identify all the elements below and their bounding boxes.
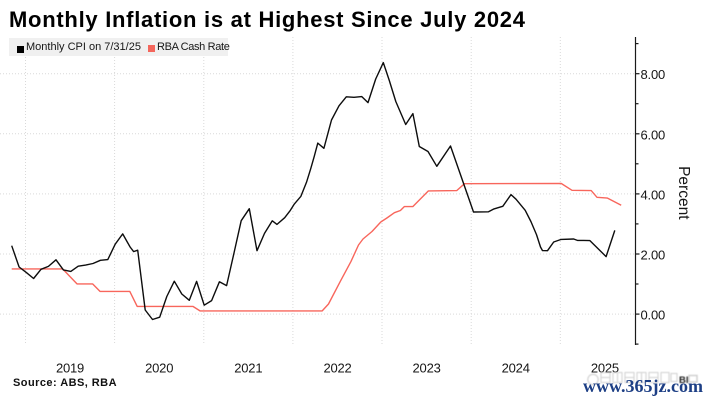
svg-text:2023: 2023 [413,361,441,376]
svg-text:Percent: Percent [675,166,692,220]
svg-text:2024: 2024 [502,361,530,376]
svg-text:0.00: 0.00 [641,308,666,323]
svg-text:2021: 2021 [234,361,262,376]
svg-text:4.00: 4.00 [641,187,666,202]
svg-text:2019: 2019 [56,361,84,376]
svg-text:2022: 2022 [323,361,351,376]
svg-text:8.00: 8.00 [641,67,666,82]
svg-text:6.00: 6.00 [641,127,666,142]
svg-text:2.00: 2.00 [641,248,666,263]
svg-text:2020: 2020 [145,361,173,376]
svg-text:2025: 2025 [591,361,619,376]
